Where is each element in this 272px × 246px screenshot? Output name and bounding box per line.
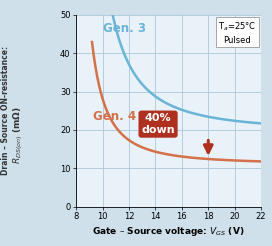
X-axis label: Gate – Source voltage: $V_{GS}$ (V): Gate – Source voltage: $V_{GS}$ (V)	[92, 225, 245, 238]
Text: 40%
down: 40% down	[141, 113, 175, 135]
Text: Gen. 3: Gen. 3	[103, 22, 146, 35]
Text: $R_{DS(on)}$ (mΩ): $R_{DS(on)}$ (mΩ)	[11, 107, 24, 164]
Text: Gen. 4: Gen. 4	[93, 110, 137, 123]
Text: T$_a$=25°C
Pulsed: T$_a$=25°C Pulsed	[218, 20, 256, 45]
Text: Drain – Source ON-resistance:: Drain – Source ON-resistance:	[1, 46, 11, 175]
